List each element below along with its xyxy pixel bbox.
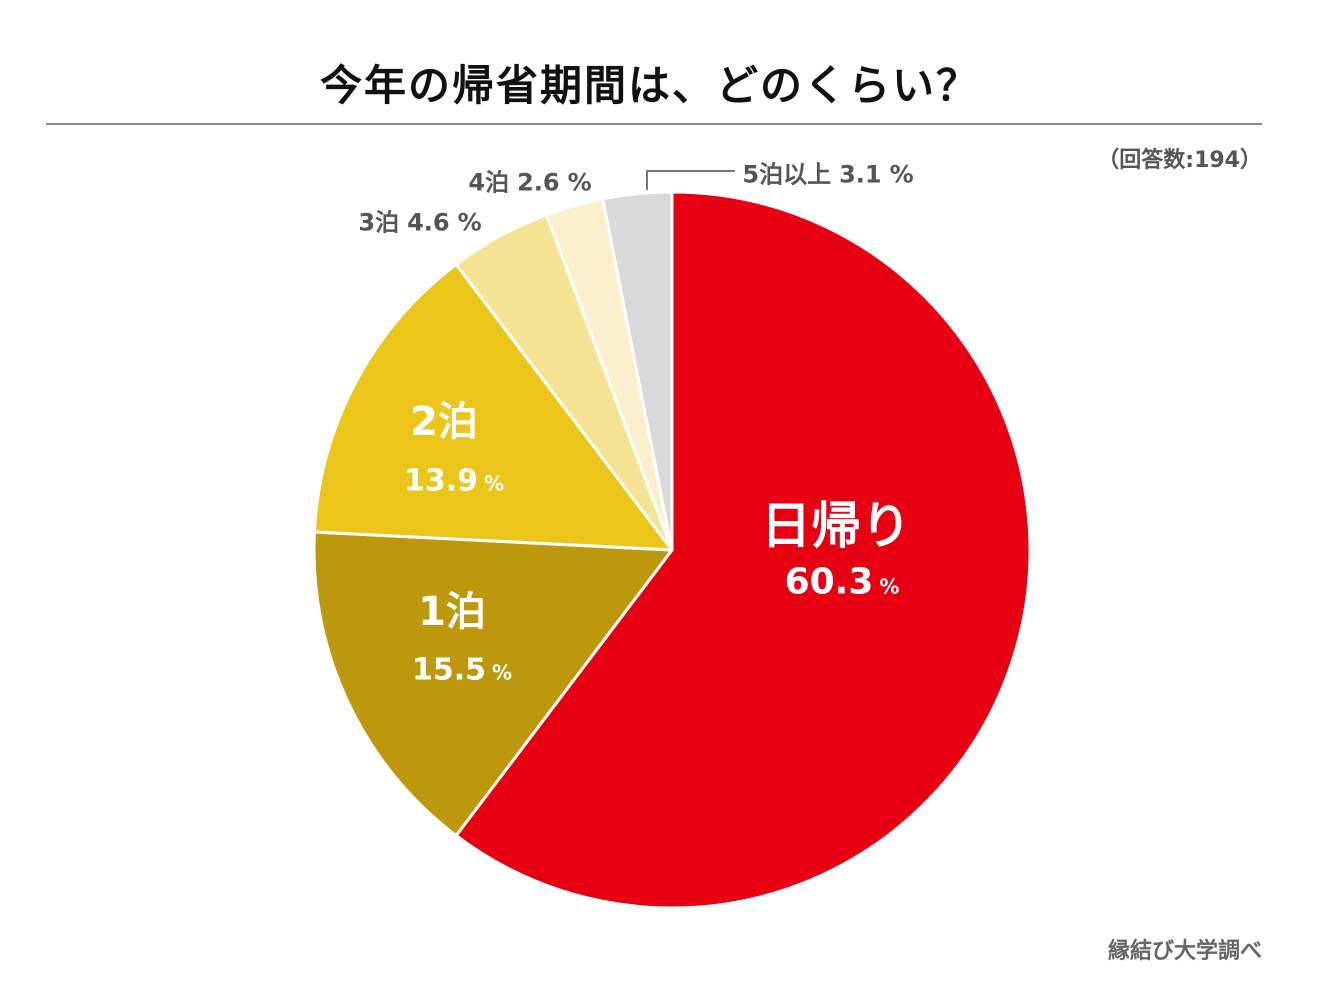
slice-label-2-name: 2泊: [410, 399, 478, 445]
slice-label-0-value: 60.3%: [784, 561, 900, 603]
leader-line-5nights: [646, 170, 735, 190]
title-divider: [46, 123, 1262, 125]
source-credit: 縁結び大学調べ: [1107, 939, 1262, 964]
slice-label-0-name: 日帰り: [761, 497, 911, 555]
slice-label-2-value: 13.9%: [403, 463, 505, 499]
pie-slice-0: [454, 190, 1032, 910]
slice-label-1-value: 15.5%: [411, 652, 513, 688]
slice-label-4: 4泊 2.6%: [468, 168, 592, 197]
chart-title: 今年の帰省期間は、どのくらい？: [319, 61, 980, 110]
pie-slice-1: [312, 530, 674, 838]
pie-slice-5: [601, 190, 674, 552]
response-count: （回答数:194）: [1097, 148, 1262, 173]
slice-label-5: 5泊以上 3.1%: [742, 160, 914, 189]
slice-label-1-name: 1泊: [418, 589, 486, 635]
slice-label-3: 3泊 4.6%: [358, 208, 482, 237]
pie-slice-2: [312, 262, 674, 552]
